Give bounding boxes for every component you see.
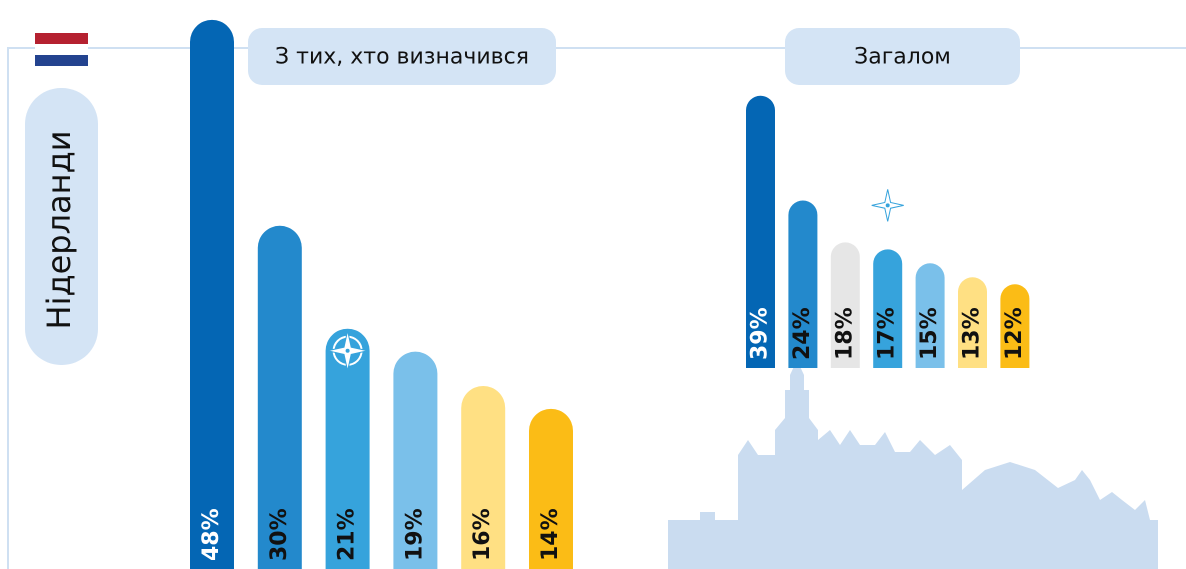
- nato-icon: [871, 189, 904, 222]
- skyline: [668, 360, 1158, 569]
- bar: [746, 95, 775, 368]
- title-pill: [248, 28, 556, 85]
- value-label: 12%: [1002, 307, 1027, 360]
- value-label: 48%: [199, 508, 224, 561]
- value-label: 39%: [748, 307, 773, 360]
- value-label: 21%: [335, 508, 360, 561]
- value-label: 15%: [917, 307, 942, 360]
- value-label: 24%: [790, 307, 815, 360]
- value-label: 17%: [875, 307, 900, 360]
- bar: [190, 19, 234, 569]
- bar: [915, 263, 945, 368]
- bar: [958, 277, 987, 368]
- title-pill: [785, 28, 1020, 85]
- flag: [35, 33, 88, 66]
- bar: [529, 408, 573, 569]
- value-label: 18%: [832, 307, 857, 360]
- bar: [393, 351, 438, 569]
- value-label: 19%: [402, 508, 427, 561]
- value-label: 13%: [960, 307, 985, 360]
- bar: [830, 242, 860, 368]
- bar: [461, 385, 506, 569]
- nato-icon: [327, 330, 368, 371]
- bar: [325, 328, 370, 569]
- bar: [873, 249, 903, 368]
- country-name: Нідерланди: [40, 131, 78, 330]
- value-label: 14%: [538, 508, 563, 561]
- chart-title: З тих, хто визначився: [275, 45, 529, 70]
- bar: [257, 225, 302, 569]
- chart-title: Загалом: [854, 45, 951, 70]
- value-label: 16%: [470, 508, 495, 561]
- nato-center: [885, 203, 890, 208]
- bar: [1000, 284, 1030, 368]
- nato-center: [345, 348, 350, 353]
- country-pill: [25, 88, 98, 365]
- bar: [788, 200, 818, 368]
- value-label: 30%: [267, 508, 292, 561]
